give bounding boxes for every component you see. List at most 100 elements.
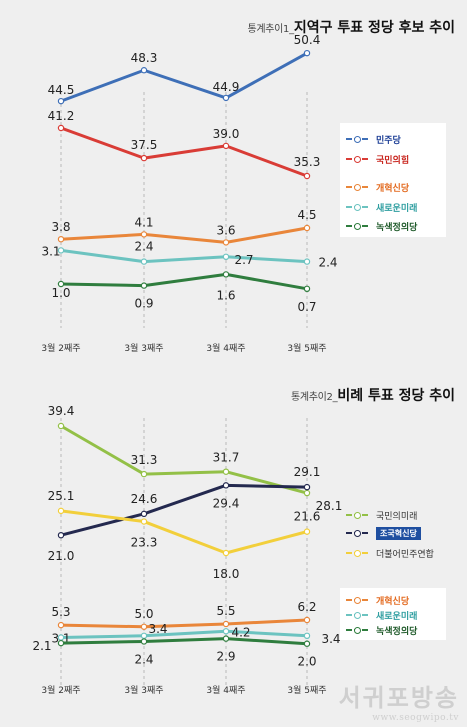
- legend-swatch: [346, 512, 368, 519]
- chart1-data-label: 35.3: [294, 155, 321, 169]
- legend-item-demalliance: 더불어민주연합: [346, 547, 434, 560]
- chart2-data-point: [222, 635, 230, 642]
- chart2-data-label: 31.7: [213, 451, 240, 465]
- legend-swatch: [346, 612, 368, 619]
- chart2-series-line: [60, 509, 308, 555]
- chart2-data-label: 21.0: [48, 549, 75, 563]
- chart1-data-point: [222, 271, 230, 278]
- chart2-data-point: [57, 639, 65, 647]
- chart1-data-point: [57, 247, 65, 254]
- chart1-data-label: 0.7: [297, 300, 316, 314]
- watermark-url: www.seogwipo.tv: [372, 713, 459, 723]
- chart1-data-point: [57, 97, 65, 105]
- chart1-data-point: [222, 94, 230, 102]
- chart2-data-point: [140, 632, 148, 640]
- chart1-data-label: 39.0: [213, 127, 240, 141]
- chart2-data-label: 5.3: [51, 605, 70, 619]
- chart1-data-label: 0.9: [134, 297, 153, 311]
- chart1-data-label: 1.6: [216, 288, 235, 302]
- legend-label: 새로운미래: [376, 203, 418, 214]
- chart2-legend-top: 국민의미래 조국혁신당 더불어민주연합: [340, 505, 446, 563]
- chart1-data-label: 48.3: [131, 51, 158, 65]
- chart2-data-label: 3.4: [148, 622, 167, 636]
- chart1-data-label: 50.4: [294, 33, 321, 47]
- legend-item-democratic: 민주당: [346, 133, 401, 146]
- chart1-data-label: 37.5: [131, 138, 158, 152]
- legend-item-reform: 개혁신당: [346, 181, 410, 194]
- chart2-x-tick-label: 3월 5째주: [287, 684, 326, 696]
- legend-item-ppp: 국민의힘: [346, 153, 410, 166]
- chart2-series-line: [60, 483, 308, 537]
- chart2-data-label: 2.4: [134, 652, 153, 666]
- chart1-data-label: 44.9: [213, 80, 240, 94]
- chart1-data-label: 3.6: [216, 223, 235, 237]
- chart2-x-tick-label: 3월 4째주: [206, 684, 245, 696]
- chart2-data-point: [303, 632, 311, 640]
- watermark-name: 서귀포방송: [338, 683, 459, 712]
- chart2-title: 통계추이2_비례 투표 정당 추이: [291, 385, 455, 405]
- chart1-data-label: 41.2: [48, 109, 75, 123]
- chart2-legend-bottom: 개혁신당 새로운미래 녹색정의당: [340, 588, 446, 640]
- chart2-data-point: [57, 507, 65, 515]
- chart1-data-point: [57, 124, 65, 132]
- chart1-data-label: 2.7: [234, 253, 253, 267]
- chart1-data-label: 44.5: [48, 83, 75, 97]
- chart2-data-label: 18.0: [213, 567, 240, 581]
- legend-label: 더불어민주연합: [376, 549, 434, 560]
- chart2-data-label: 29.1: [294, 465, 321, 479]
- chart2-data-label: 24.6: [131, 492, 158, 506]
- chart1-x-tick-label: 3월 4째주: [206, 342, 245, 354]
- chart2-data-point: [303, 483, 311, 491]
- legend-item-reform2: 개혁신당: [346, 594, 409, 607]
- chart2-data-point: [140, 470, 148, 478]
- chart2-data-point: [303, 616, 311, 624]
- chart2-data-point: [140, 510, 148, 518]
- chart2-data-point: [303, 528, 311, 535]
- chart2-data-point: [222, 468, 230, 475]
- legend-label: 조국혁신당: [376, 526, 421, 540]
- legend-label: 국민의미래: [376, 511, 418, 522]
- legend-label: 개혁신당: [376, 183, 410, 194]
- chart1-series-line: [60, 272, 308, 291]
- chart1-data-label: 3.1: [41, 244, 60, 258]
- chart1-data-point: [303, 224, 311, 232]
- legend-swatch: [346, 550, 368, 557]
- legend-swatch: [346, 156, 368, 163]
- legend-label: 새로운미래: [376, 611, 418, 622]
- watermark: 서귀포방송 www.seogwipo.tv: [339, 678, 459, 723]
- legend-label: 녹색정의당: [376, 222, 418, 233]
- chart2-data-label: 23.3: [131, 536, 158, 550]
- chart1-data-label: 4.1: [134, 215, 153, 229]
- chart2-data-label: 2.1: [32, 639, 51, 653]
- chart1-legend: 민주당 국민의힘 개혁신당 새로운미래 녹색정의당: [340, 123, 446, 237]
- chart1-title-prefix: 통계추이1_: [247, 24, 294, 35]
- chart1-data-point: [222, 253, 230, 260]
- chart1-data-point: [303, 285, 311, 292]
- legend-swatch: [346, 223, 368, 230]
- legend-label: 국민의힘: [376, 155, 410, 166]
- chart1-data-point: [140, 154, 148, 162]
- chart2-data-point: [222, 620, 230, 628]
- chart1-x-tick-label: 3월 3째주: [124, 342, 163, 354]
- chart1-x-tick-label: 3월 2째주: [41, 342, 80, 354]
- legend-label: 녹색정의당: [376, 626, 418, 637]
- legend-swatch: [346, 136, 368, 143]
- chart1-data-label: 2.4: [134, 240, 153, 254]
- legend-label: 민주당: [376, 135, 401, 146]
- chart2-x-tick-label: 3월 2째주: [41, 684, 80, 696]
- chart2-x-tick-label: 3월 3째주: [124, 684, 163, 696]
- legend-swatch: [346, 204, 368, 211]
- chart2-data-point: [57, 422, 65, 430]
- chart1-data-label: 4.5: [297, 208, 316, 222]
- chart1-data-point: [140, 67, 148, 74]
- legend-swatch: [346, 530, 368, 537]
- chart1-data-label: 1.0: [51, 286, 70, 300]
- chart2-title-text: 비례 투표 정당 추이: [337, 388, 455, 404]
- legend-swatch: [346, 597, 368, 604]
- chart2-data-point: [57, 531, 65, 539]
- chart2-series-line: [60, 618, 308, 629]
- legend-item-greenjustice2: 녹색정의당: [346, 624, 418, 637]
- chart2-data-label: 29.4: [213, 496, 240, 510]
- chart2-data-point: [303, 489, 311, 497]
